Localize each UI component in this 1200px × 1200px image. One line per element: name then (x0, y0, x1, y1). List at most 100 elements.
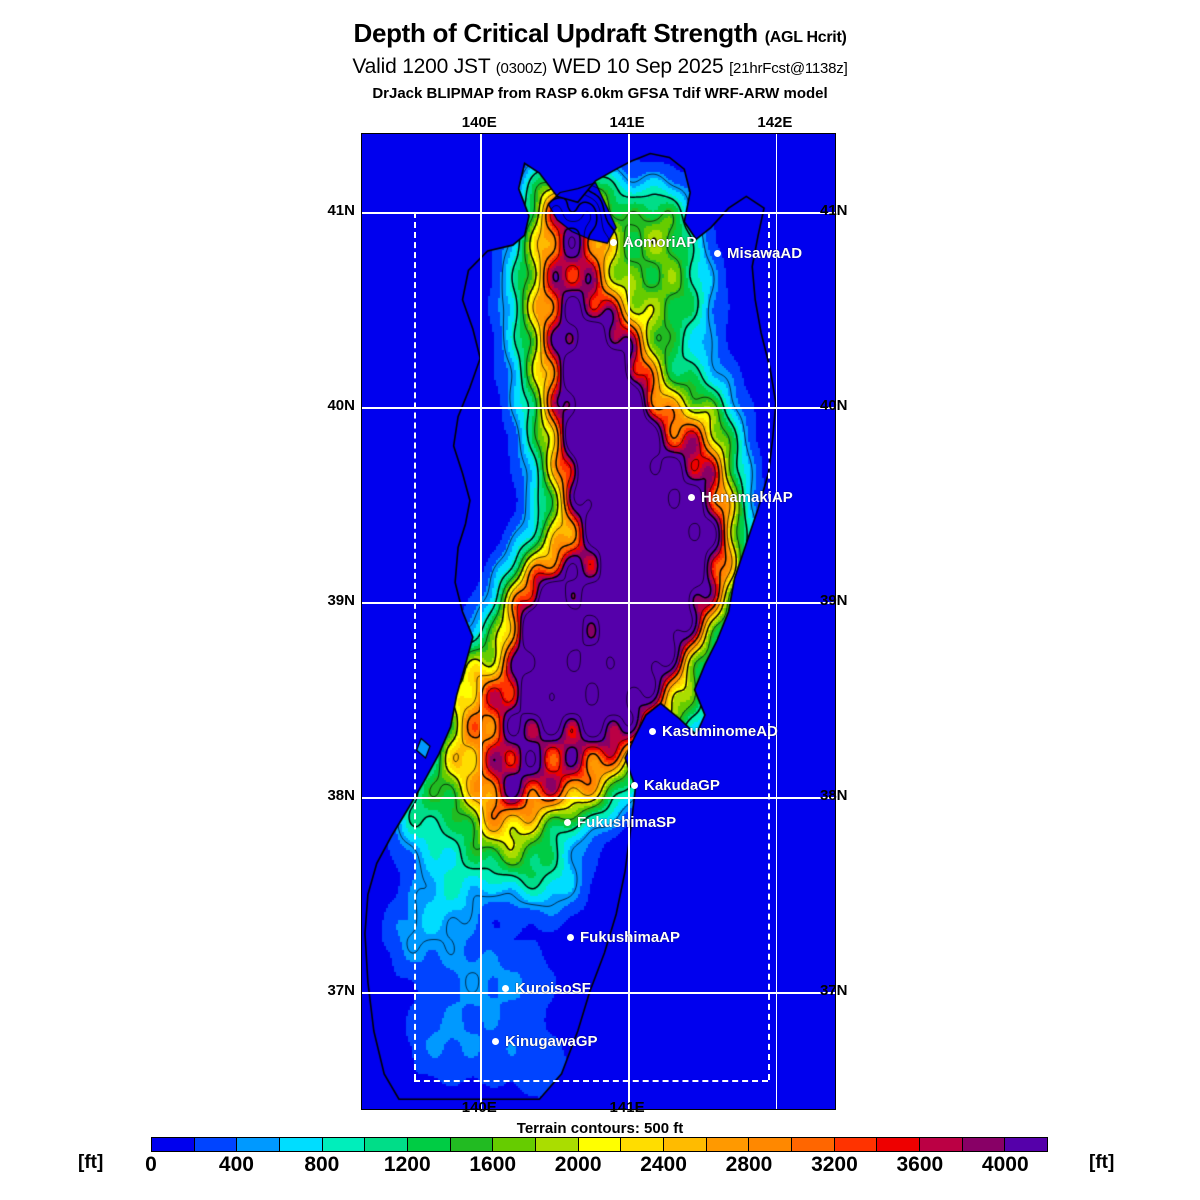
station-marker-hanamakiap[interactable]: HanamakiAP (688, 489, 793, 506)
lat-label-left: 41N (327, 202, 355, 219)
station-marker-fukushimasp[interactable]: FukushimaSP (564, 814, 676, 831)
colorbar-segment (834, 1138, 878, 1151)
graticule-meridian (775, 134, 778, 1109)
colorbar-segment (920, 1138, 963, 1151)
graticule-parallel (362, 602, 835, 604)
valid-time-line: Valid 1200 JST (0300Z) WED 10 Sep 2025 [… (0, 55, 1200, 79)
domain-box-edge (768, 212, 771, 1080)
colorbar-segment (578, 1138, 622, 1151)
colorbar[interactable] (151, 1137, 1048, 1152)
lat-label-left: 40N (327, 397, 355, 414)
forecast-stamp: [21hrFcst@1138z] (729, 60, 848, 77)
colorbar-tick: 4000 (981, 1153, 1029, 1176)
colorbar-tick: 2800 (725, 1153, 773, 1176)
lon-label-top: 142E (757, 114, 793, 131)
graticule-parallel (362, 797, 835, 799)
contour-interval-note: Terrain contours: 500 ft (516, 1120, 684, 1137)
terrain-heatmap-canvas (362, 134, 835, 1109)
lat-label-left: 37N (327, 982, 355, 999)
colorbar-segment (749, 1138, 793, 1151)
model-source-line: DrJack BLIPMAP from RASP 6.0km GFSA Tdif… (372, 85, 828, 102)
colorbar-tick: 800 (304, 1153, 340, 1176)
lat-label-right: 40N (820, 397, 848, 414)
colorbar-segment (237, 1138, 281, 1151)
station-dot-icon (610, 239, 617, 246)
colorbar-tick: 400 (218, 1153, 254, 1176)
station-marker-kasuminomead[interactable]: KasuminomeAD (649, 723, 778, 740)
lon-label-bottom: 140E (461, 1099, 497, 1116)
lat-label-right: 41N (820, 202, 848, 219)
colorbar-tick: 3200 (811, 1153, 858, 1176)
colorbar-unit-left: [ft] (78, 1152, 104, 1173)
colorbar-tick: 0 (145, 1153, 157, 1176)
colorbar-segment (962, 1138, 1006, 1151)
colorbar-segment (792, 1138, 835, 1151)
colorbar-tick: 1200 (383, 1153, 431, 1176)
station-dot-icon (688, 494, 695, 501)
station-label: KasuminomeAD (662, 723, 778, 740)
station-marker-aomoriap[interactable]: AomoriAP (610, 234, 696, 251)
colorbar-segment (493, 1138, 537, 1151)
lon-label-top: 140E (461, 114, 497, 131)
station-marker-fukushimaap[interactable]: FukushimaAP (567, 929, 680, 946)
station-dot-icon (631, 782, 638, 789)
lon-label-bottom: 141E (609, 1099, 645, 1116)
colorbar-segment (322, 1138, 366, 1151)
station-label: FukushimaSP (577, 814, 677, 831)
colorbar-tick: 2400 (640, 1153, 687, 1176)
lat-label-right: 38N (820, 787, 848, 804)
station-dot-icon (492, 1038, 499, 1045)
station-label: HanamakiAP (701, 489, 793, 506)
valid-prefix: Valid 1200 JST (352, 55, 491, 78)
station-label: KinugawaGP (505, 1033, 598, 1050)
colorbar-segment (365, 1138, 409, 1151)
title-block: Depth of Critical Updraft Strength (AGL … (0, 18, 1200, 102)
lat-label-right: 37N (820, 982, 848, 999)
station-label: AomoriAP (623, 234, 697, 251)
colorbar-tick: 1600 (469, 1153, 517, 1176)
lat-label-right: 39N (820, 592, 848, 609)
domain-box-edge (413, 212, 416, 1080)
station-marker-misawaad[interactable]: MisawaAD (714, 245, 802, 262)
colorbar-segment (408, 1138, 451, 1151)
station-dot-icon (502, 985, 509, 992)
colorbar-segment (280, 1138, 323, 1151)
station-marker-kinugawagp[interactable]: KinugawaGP (492, 1033, 598, 1050)
graticule-parallel (362, 407, 835, 409)
graticule-meridian (628, 134, 630, 1109)
colorbar-tick-labels: 0 400 800 1200 1600 2000 2400 2800 3200 3600 4000 (145, 1153, 1048, 1179)
colorbar-segment (536, 1138, 579, 1151)
station-dot-icon (564, 819, 571, 826)
colorbar-segment (450, 1138, 494, 1151)
colorbar-segment (877, 1138, 921, 1151)
colorbar-unit-right: [ft] (1089, 1152, 1115, 1173)
station-dot-icon (649, 728, 656, 735)
valid-date: WED 10 Sep 2025 (552, 55, 724, 78)
colorbar-segment (664, 1138, 707, 1151)
weather-map[interactable]: AomoriAP MisawaAD HanamakiAP KasuminomeAD Ka… (361, 133, 836, 1110)
valid-utc: (0300Z) (495, 60, 547, 77)
page-title: Depth of Critical Updraft Strength (AGL … (0, 18, 1200, 49)
station-label: MisawaAD (727, 245, 803, 262)
station-marker-kakudagp[interactable]: KakudaGP (631, 777, 720, 794)
domain-box-edge (413, 1079, 769, 1082)
title-main-suffix: (AGL Hcrit) (764, 29, 847, 46)
colorbar-segment (194, 1138, 238, 1151)
colorbar-segment (152, 1138, 195, 1151)
colorbar-tick: 3600 (896, 1153, 944, 1176)
colorbar-segment (706, 1138, 750, 1151)
colorbar-tick: 2000 (554, 1153, 602, 1176)
station-dot-icon (567, 934, 574, 941)
graticule-meridian (480, 134, 482, 1109)
lat-label-left: 38N (327, 787, 355, 804)
graticule-parallel (362, 992, 835, 994)
station-label: FukushimaAP (580, 929, 681, 946)
station-dot-icon (714, 250, 721, 257)
title-main: Depth of Critical Updraft Strength (353, 18, 758, 48)
station-marker-kuroisosf[interactable]: KuroisoSF (502, 980, 591, 997)
colorbar-segment (621, 1138, 665, 1151)
domain-box-edge (413, 212, 769, 214)
lon-label-top: 141E (609, 114, 645, 131)
station-label: KuroisoSF (515, 980, 591, 997)
colorbar-segment (1005, 1138, 1048, 1151)
